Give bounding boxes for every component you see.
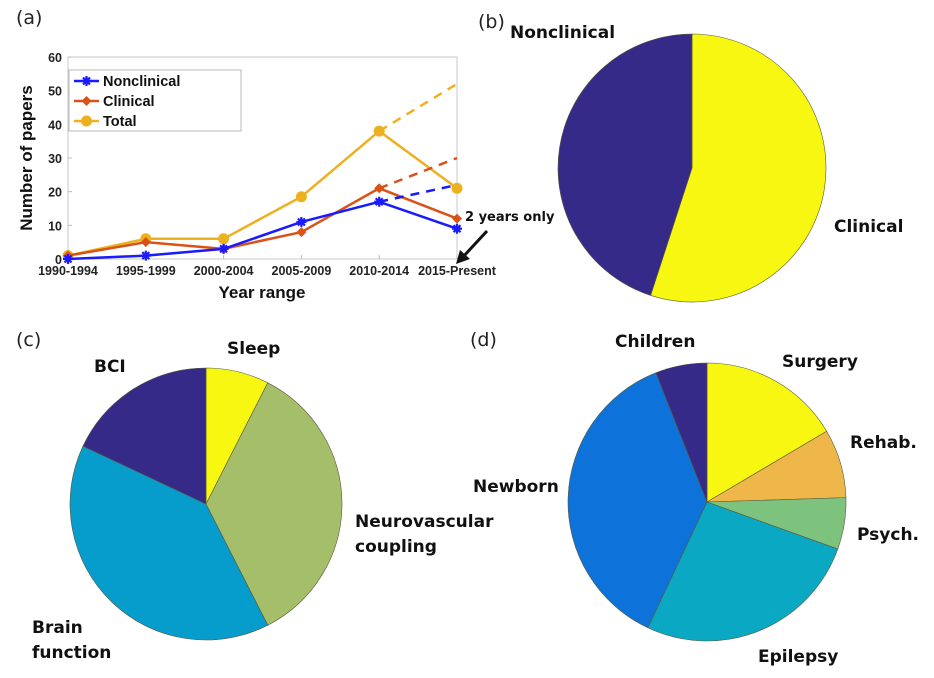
data-point-total: [451, 182, 463, 194]
pie-d-label-newborn: Newborn: [473, 477, 559, 497]
pie-b-label-nonclinical: Nonclinical: [510, 23, 615, 43]
data-point-clinical: [140, 237, 151, 248]
y-tick-label: 40: [48, 118, 62, 132]
series-line-clinical: [67, 186, 458, 257]
pie-c-label-coupling: coupling: [355, 537, 437, 557]
pie-slice-neurovascular-coupling: [205, 382, 343, 626]
data-point-nonclinical: [218, 243, 229, 254]
x-tick-label: 2015-Present: [418, 264, 497, 278]
pie-slice-epilepsy: [647, 501, 839, 642]
x-axis-title: Year range: [219, 283, 306, 302]
data-point-nonclinical: [374, 196, 385, 207]
data-point-total: [218, 233, 230, 245]
pie-d-label-epilepsy: Epilepsy: [758, 647, 838, 667]
y-tick-label: 20: [48, 186, 62, 200]
panel-label-c: (c): [16, 329, 41, 351]
panel-label-d: (d): [470, 329, 497, 351]
pie-d-label-children: Children: [615, 332, 695, 352]
annotation-2-years-only: 2 years only: [465, 210, 555, 225]
x-tick-label: 2005-2009: [272, 264, 332, 278]
y-tick-label: 60: [48, 51, 62, 65]
legend-label-total: Total: [103, 114, 137, 130]
projection-line-nonclinical: [378, 183, 458, 203]
pie-slice-brain-function: [69, 445, 269, 641]
x-tick-label: 2010-2014: [349, 264, 409, 278]
series-nonclinical: [63, 183, 462, 264]
pie-chart-d: [567, 362, 847, 642]
data-point-nonclinical: [296, 216, 307, 227]
panel-label-a: (a): [16, 7, 42, 29]
x-ticks: 1990-1994 1995-1999 2000-2004 2005-2009 2010…: [38, 255, 497, 278]
data-point-clinical: [374, 183, 385, 194]
y-axis-title: Number of papers: [17, 85, 36, 230]
pie-slice-bci: [82, 367, 207, 505]
series-line-nonclinical: [67, 200, 458, 261]
x-tick-label: 1990-1994: [38, 264, 98, 278]
y-ticks: 0 10 20 30 40 50 60: [48, 51, 72, 267]
pie-c-label-function: function: [32, 643, 111, 663]
pie-c-label-brain: Brain: [32, 618, 83, 638]
y-tick-label: 10: [48, 219, 62, 233]
data-point-clinical: [452, 213, 462, 224]
pie-chart-b: [557, 33, 827, 303]
series: [62, 82, 463, 264]
pie-d-label-psych: Psych.: [857, 525, 919, 545]
data-point-nonclinical: [452, 223, 462, 234]
pie-d-label-surgery: Surgery: [782, 352, 858, 372]
series-line-total: [67, 129, 458, 257]
data-point-total: [373, 125, 385, 137]
data-point-clinical: [296, 227, 307, 238]
legend-marker-clinical: [81, 96, 92, 106]
pie-c-label-neurovascular: Neurovascular: [355, 512, 494, 532]
series-clinical: [63, 156, 462, 261]
data-point-nonclinical: [140, 250, 151, 261]
pie-slice-clinical: [650, 33, 827, 303]
legend-label-nonclinical: Nonclinical: [103, 74, 180, 90]
y-tick-label: 0: [55, 253, 62, 267]
x-tick-label: 2000-2004: [194, 264, 254, 278]
pie-d-label-rehab: Rehab.: [850, 433, 917, 453]
x-tick-label: 1995-1999: [116, 264, 176, 278]
pie-b-label-clinical: Clinical: [834, 217, 903, 237]
pie-chart-c: [69, 367, 343, 641]
legend: Nonclinical Clinical Total: [68, 69, 242, 132]
legend-marker-nonclinical: [81, 76, 92, 86]
projection-line-clinical: [378, 156, 458, 190]
pie-slice-newborn: [567, 372, 708, 629]
pie-c-label-bci: BCI: [94, 357, 126, 377]
pie-slice-surgery: [706, 362, 828, 503]
annotation-arrow-icon: [456, 229, 489, 264]
data-point-total: [295, 191, 307, 203]
y-tick-label: 30: [48, 152, 62, 166]
panel-label-b: (b): [478, 11, 505, 33]
legend-label-clinical: Clinical: [103, 94, 155, 110]
line-chart-a: 0 10 20 30 40 50 60 1990-1994 1995-1999 2000-200…: [17, 51, 555, 302]
pie-c-label-sleep: Sleep: [227, 339, 280, 359]
legend-marker-total: [81, 115, 92, 127]
data-point-nonclinical: [63, 254, 73, 264]
y-tick-label: 50: [48, 85, 62, 99]
pie-slice-nonclinical: [557, 33, 693, 296]
pie-slice-children: [655, 362, 708, 503]
